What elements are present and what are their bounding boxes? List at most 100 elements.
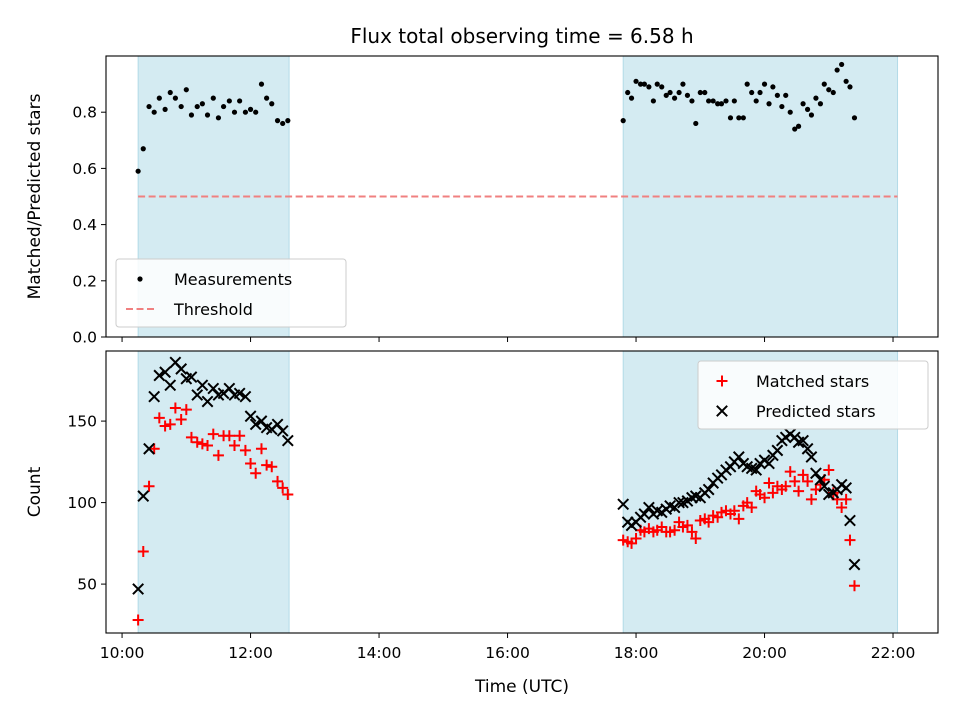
- bot-series-0-point-72: [802, 475, 814, 487]
- bot-series-0-point-67: [780, 480, 792, 492]
- top-series-0-point-10: [188, 112, 195, 118]
- top-series-0-point-52: [718, 101, 725, 107]
- top-series-0-point-74: [813, 95, 819, 101]
- bot-series-1-point-10: [185, 371, 198, 383]
- bot-series-1-point-28: [281, 434, 294, 447]
- top-legend-swatch-0: [137, 276, 143, 282]
- bot-series-0-point-70: [793, 485, 805, 497]
- top-series-0-point-31: [628, 95, 635, 101]
- top-series-0-point-13: [204, 112, 211, 118]
- bot-series-1-point-73: [805, 451, 818, 463]
- bot-series-0-point-5: [159, 420, 171, 432]
- bot-series-1-point-49: [702, 483, 715, 496]
- top-series-0-point-14: [210, 95, 216, 101]
- top-series-0-point-50: [710, 98, 716, 104]
- bot-legend-swatch-1: [716, 405, 728, 417]
- top-series-0-point-11: [194, 103, 200, 110]
- bot-series-1-point-56: [732, 451, 745, 463]
- xtick-label-4: 18:00: [614, 644, 659, 662]
- bot-series-1-point-12: [196, 379, 209, 392]
- top-series-0-point-2: [146, 103, 152, 110]
- bot-series-0-point-80: [836, 501, 848, 513]
- top-series-0-point-32: [633, 78, 639, 84]
- bot-series-1-point-5: [159, 366, 172, 379]
- top-series-0-point-69: [792, 126, 798, 132]
- chart-title: Flux total observing time = 6.58 h: [350, 24, 693, 48]
- bot-ytick-label-0: 50: [77, 576, 97, 594]
- bot-series-0-point-7: [169, 402, 181, 414]
- top-series-0-point-81: [843, 78, 849, 84]
- bottom-x-ticks: 10:00 12:00 14:00 16:00 18:00 20:00 22:00: [100, 633, 915, 662]
- top-series-0-point-56: [736, 115, 742, 121]
- top-series-0-point-39: [663, 92, 669, 98]
- top-series-0-point-1: [140, 146, 146, 152]
- top-series-0-point-80: [839, 61, 845, 68]
- bot-series-0-point-27: [277, 482, 289, 494]
- bot-series-1-point-11: [191, 389, 204, 401]
- top-series-0-point-42: [676, 89, 682, 96]
- bot-series-1-point-20: [239, 390, 252, 403]
- bot-series-1-point-1: [137, 490, 150, 502]
- bot-series-0-point-10: [185, 431, 197, 443]
- top-legend-label-0: Measurements: [174, 270, 292, 289]
- bot-series-1-point-2: [143, 442, 155, 455]
- bot-series-0-point-11: [191, 436, 203, 448]
- top-series-0-point-43: [680, 81, 686, 87]
- bot-series-0-point-19: [234, 430, 246, 442]
- top-series-0-point-67: [783, 92, 789, 98]
- bot-series-0-point-45: [686, 526, 698, 538]
- bottom-legend: Matched stars Predicted stars: [697, 360, 929, 430]
- top-series-0-point-59: [749, 89, 755, 96]
- panel-count: 50 100 150 10:00 12:00 14:00 16:00 18:00 20:00 2…: [25, 350, 939, 697]
- bot-legend-label-1: Predicted stars: [756, 402, 876, 421]
- bot-legend-box: [697, 360, 929, 430]
- bot-series-0-point-4: [153, 412, 165, 424]
- bot-series-0-point-64: [767, 487, 779, 499]
- top-series-0-point-63: [766, 101, 772, 107]
- top-series-0-point-18: [231, 109, 238, 115]
- top-series-0-point-45: [689, 98, 695, 104]
- top-series-0-point-16: [220, 103, 227, 110]
- bot-series-0-point-9: [180, 404, 192, 416]
- top-series-0-point-53: [723, 98, 729, 104]
- top-series-0-point-57: [740, 115, 746, 121]
- top-ytick-label-1: 0.2: [72, 272, 97, 290]
- top-series-0-point-62: [761, 81, 768, 87]
- top-series-0-point-61: [757, 89, 763, 96]
- bot-series-1-point-75: [814, 473, 827, 486]
- bot-legend-label-0: Matched stars: [756, 372, 869, 391]
- bot-series-0-point-62: [759, 492, 771, 504]
- bottom-series-layer: [132, 356, 861, 626]
- bot-series-1-point-8: [175, 363, 188, 375]
- bot-series-0-point-3: [148, 443, 160, 455]
- bottom-y-axis-label: Count: [25, 466, 45, 517]
- bot-series-1-point-83: [848, 558, 861, 571]
- bot-series-0-point-49: [703, 516, 715, 528]
- top-series-0-point-48: [702, 89, 708, 96]
- xtick-label-0: 10:00: [100, 644, 145, 662]
- bot-series-1-point-27: [276, 424, 289, 437]
- bot-series-0-point-71: [797, 469, 809, 481]
- bot-series-0-point-14: [207, 428, 219, 440]
- bot-series-1-point-60: [750, 464, 763, 476]
- top-series-0-point-72: [804, 106, 811, 112]
- bot-series-1-point-72: [801, 442, 814, 455]
- top-series-0-point-29: [620, 118, 626, 124]
- bot-series-1-point-63: [763, 457, 775, 470]
- bot-series-1-point-29: [617, 498, 630, 511]
- top-axes-frame: [105, 55, 939, 338]
- top-series-0-point-70: [795, 123, 802, 129]
- top-series-0-point-79: [834, 67, 840, 73]
- xtick-label-1: 12:00: [228, 644, 273, 662]
- top-series-0-point-51: [715, 101, 721, 107]
- top-ytick-label-2: 0.4: [72, 216, 97, 234]
- bot-series-0-point-0: [132, 614, 144, 626]
- top-series-0-point-46: [693, 120, 699, 127]
- bot-series-1-point-74: [810, 467, 822, 480]
- top-series-0-point-36: [650, 98, 656, 104]
- bot-series-0-point-26: [272, 475, 284, 487]
- bot-series-0-point-18: [228, 440, 240, 452]
- top-series-0-point-76: [821, 81, 827, 87]
- top-series-0-point-49: [706, 98, 712, 104]
